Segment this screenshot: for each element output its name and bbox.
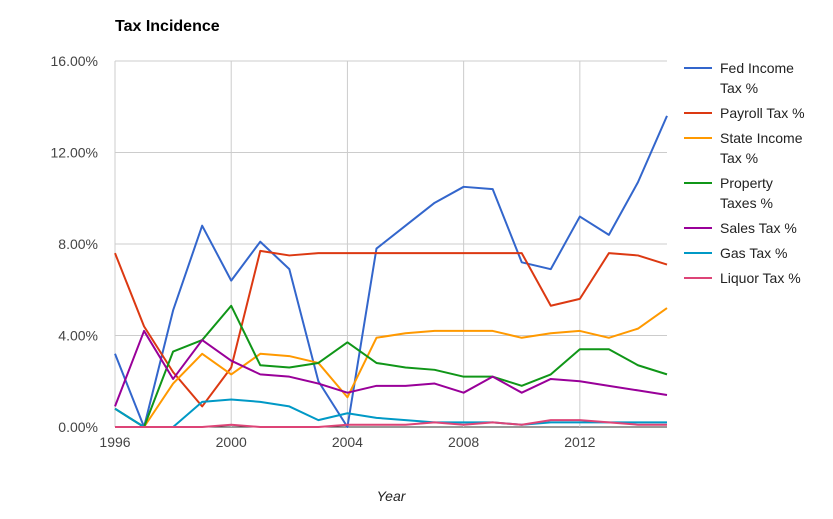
legend-item: Payroll Tax % bbox=[684, 105, 805, 121]
legend-label: Gas Tax % bbox=[720, 245, 787, 261]
legend-label: Fed Income bbox=[720, 60, 794, 76]
chart-title: Tax Incidence bbox=[115, 18, 220, 35]
legend-label: Sales Tax % bbox=[720, 220, 797, 236]
y-tick-label: 12.00% bbox=[51, 145, 98, 161]
series-line bbox=[114, 329, 668, 407]
y-tick-label: 16.00% bbox=[51, 53, 98, 69]
legend-label: Property bbox=[720, 175, 773, 191]
series-line bbox=[114, 304, 668, 428]
legend: Fed Income Tax % Payroll Tax % State Income… bbox=[684, 60, 805, 286]
x-axis-tick-labels: 1996 2000 2004 2008 2012 bbox=[99, 434, 595, 450]
legend-label: State Income bbox=[720, 130, 803, 146]
legend-item: State Income Tax % bbox=[684, 130, 803, 166]
y-tick-label: 0.00% bbox=[58, 419, 98, 435]
series-line bbox=[115, 419, 667, 428]
y-tick-label: 8.00% bbox=[58, 236, 98, 252]
legend-label: Liquor Tax % bbox=[720, 270, 801, 286]
legend-item: Property Taxes % bbox=[684, 175, 773, 211]
x-tick-label: 2000 bbox=[216, 434, 247, 450]
series-line bbox=[114, 249, 668, 408]
series-lines bbox=[114, 115, 668, 428]
legend-item: Sales Tax % bbox=[684, 220, 797, 236]
x-axis-title: Year bbox=[377, 488, 407, 504]
legend-label: Payroll Tax % bbox=[720, 105, 805, 121]
series-line bbox=[114, 398, 667, 428]
grid bbox=[114, 60, 667, 428]
x-tick-label: 2004 bbox=[332, 434, 363, 450]
series-line bbox=[114, 307, 668, 428]
legend-label: Tax % bbox=[720, 80, 758, 96]
legend-label: Tax % bbox=[720, 150, 758, 166]
x-tick-label: 2012 bbox=[564, 434, 595, 450]
x-tick-label: 2008 bbox=[448, 434, 479, 450]
legend-label: Taxes % bbox=[720, 195, 773, 211]
legend-item: Gas Tax % bbox=[684, 245, 787, 261]
legend-item: Liquor Tax % bbox=[684, 270, 801, 286]
x-tick-label: 1996 bbox=[99, 434, 130, 450]
series-line bbox=[114, 115, 668, 428]
legend-item: Fed Income Tax % bbox=[684, 60, 794, 96]
y-tick-label: 4.00% bbox=[58, 328, 98, 344]
y-axis-tick-labels: 0.00% 4.00% 8.00% 12.00% 16.00% bbox=[51, 53, 98, 435]
